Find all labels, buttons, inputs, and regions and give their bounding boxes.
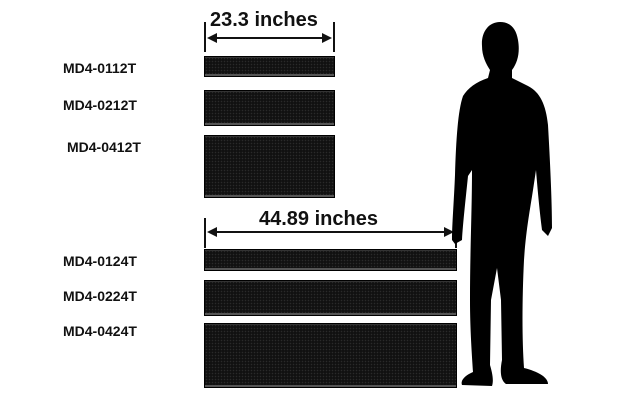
large-width-label: 44.89 inches [259, 208, 378, 230]
model-label-md4-0212t: MD4-0212T [63, 97, 137, 113]
small-width-label: 23.3 inches [210, 9, 318, 31]
model-label-md4-0112t: MD4-0112T [63, 60, 137, 76]
person-silhouette-icon [452, 22, 552, 386]
small-width-arrow [204, 22, 335, 52]
model-label-md4-0124t: MD4-0124T [63, 253, 137, 269]
sign-md4-0424t [204, 323, 457, 388]
model-label-md4-0424t: MD4-0424T [63, 323, 137, 339]
model-label-md4-0412t: MD4-0412T [67, 139, 141, 155]
sign-md4-0224t [204, 280, 457, 316]
model-label-md4-0224t: MD4-0224T [63, 288, 137, 304]
sign-md4-0212t [204, 90, 335, 126]
sign-md4-0412t [204, 135, 335, 198]
sign-md4-0112t [204, 56, 335, 77]
sign-md4-0124t [204, 249, 457, 271]
